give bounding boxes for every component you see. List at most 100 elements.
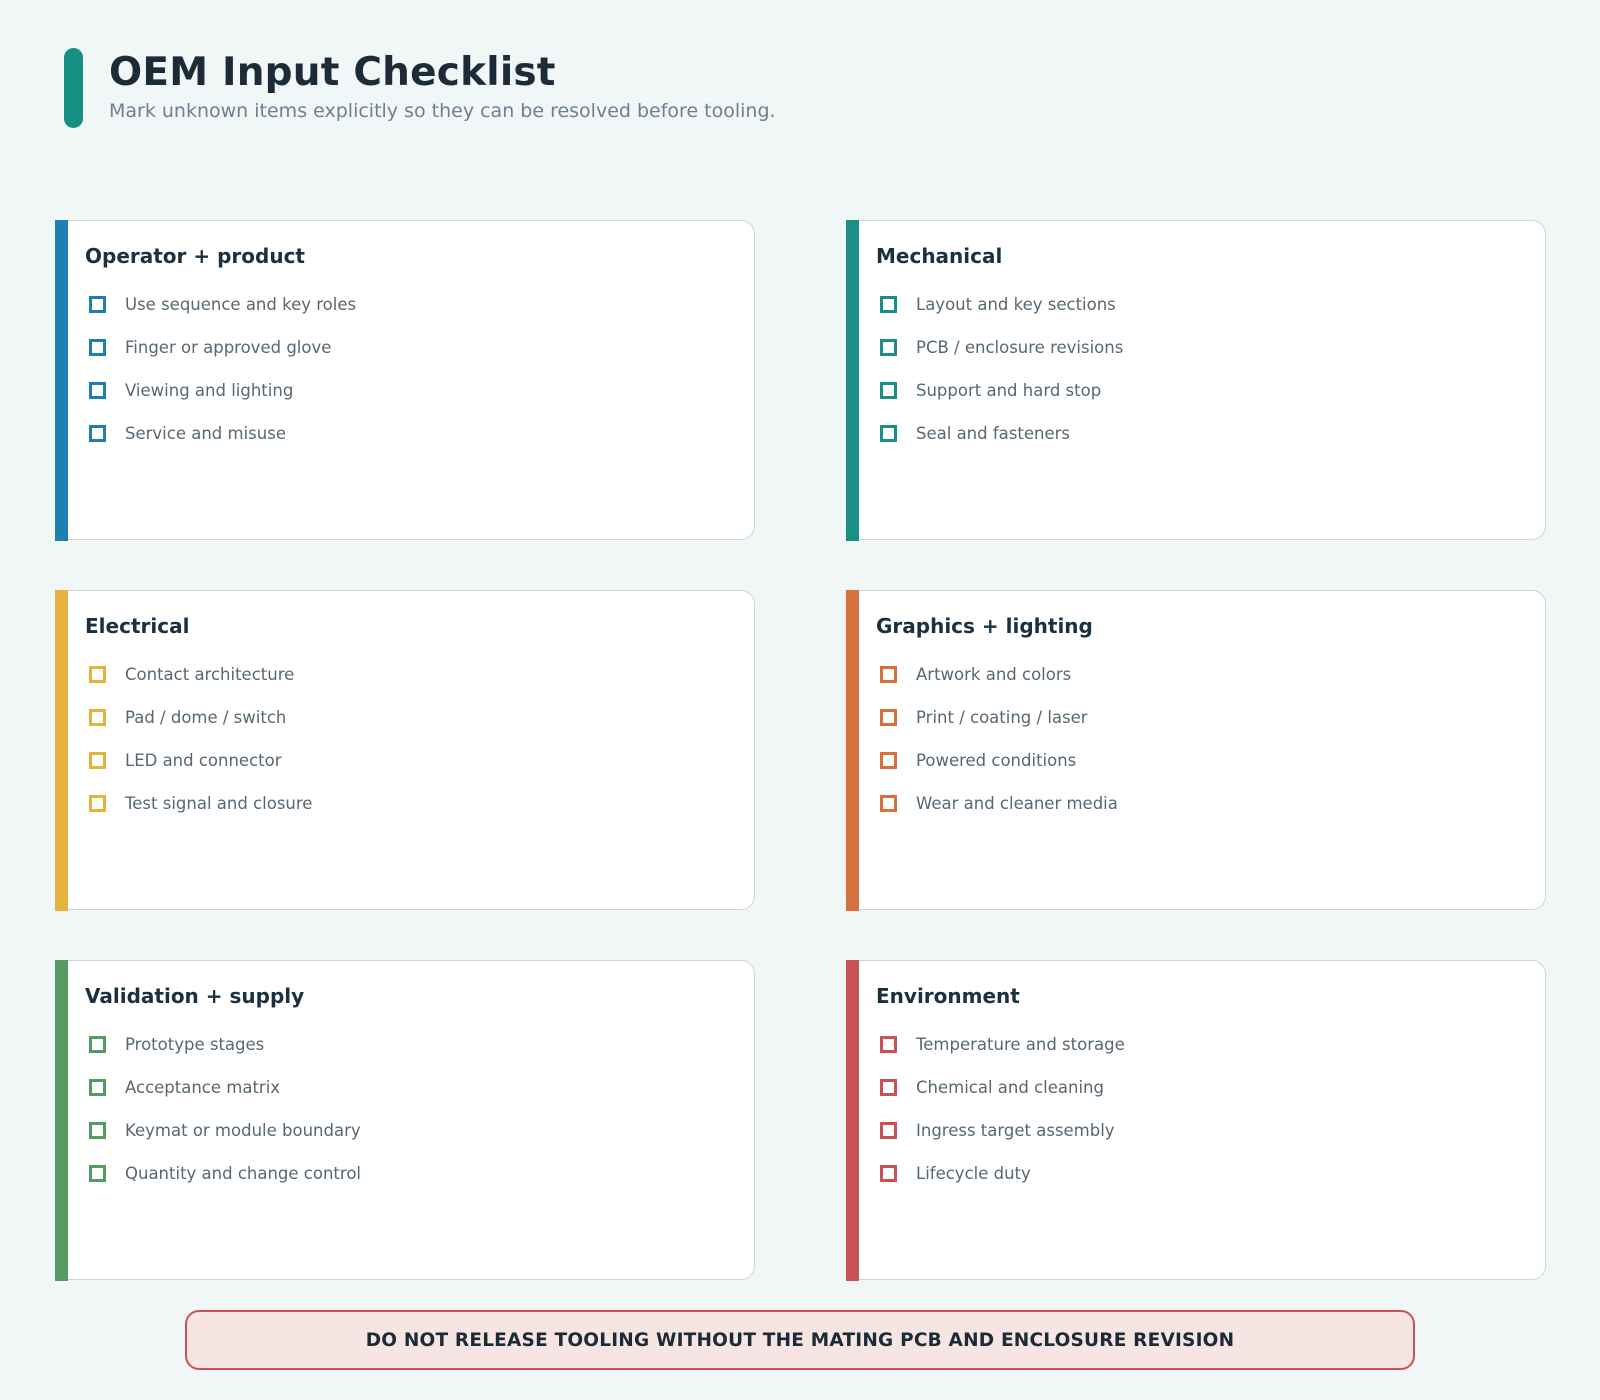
checklist-card-3: Electrical Contact architecture Pad / do… — [55, 589, 755, 911]
checklist-item-label: Chemical and cleaning — [916, 1078, 1104, 1097]
checkbox[interactable] — [89, 339, 106, 356]
checkbox[interactable] — [89, 709, 106, 726]
checkbox[interactable] — [880, 666, 897, 683]
checklist-item-label: Layout and key sections — [916, 295, 1116, 314]
checklist-item-label: Service and misuse — [125, 424, 286, 443]
header-accent-bar — [64, 48, 83, 128]
checklist-item-label: Viewing and lighting — [125, 381, 294, 400]
checkbox[interactable] — [880, 795, 897, 812]
page-header: OEM Input Checklist Mark unknown items e… — [64, 48, 776, 128]
checkbox[interactable] — [89, 666, 106, 683]
checklist-item[interactable]: Viewing and lighting — [85, 369, 754, 412]
checklist-item[interactable]: Finger or approved glove — [85, 326, 754, 369]
checklist-item-label: LED and connector — [125, 751, 282, 770]
checklist-item[interactable]: Test signal and closure — [85, 782, 754, 825]
page-subtitle: Mark unknown items explicitly so they ca… — [109, 100, 776, 122]
warning-banner: DO NOT RELEASE TOOLING WITHOUT THE MATIN… — [185, 1310, 1415, 1370]
card-accent-bar — [846, 219, 859, 541]
checklist-items: Use sequence and key roles Finger or app… — [85, 283, 754, 455]
checkbox[interactable] — [89, 296, 106, 313]
card-title: Operator + product — [85, 244, 305, 268]
checklist-grid: Operator + product Use sequence and key … — [55, 219, 1546, 1281]
checklist-item[interactable]: Pad / dome / switch — [85, 696, 754, 739]
card-accent-bar — [846, 589, 859, 911]
checklist-item-label: Quantity and change control — [125, 1164, 361, 1183]
checklist-item[interactable]: Keymat or module boundary — [85, 1109, 754, 1152]
checklist-item[interactable]: Acceptance matrix — [85, 1066, 754, 1109]
checklist-item[interactable]: Support and hard stop — [876, 369, 1545, 412]
checklist-items: Temperature and storage Chemical and cle… — [876, 1023, 1545, 1195]
card-title: Mechanical — [876, 244, 1003, 268]
checklist-item[interactable]: Service and misuse — [85, 412, 754, 455]
checkbox[interactable] — [89, 425, 106, 442]
checklist-item[interactable]: PCB / enclosure revisions — [876, 326, 1545, 369]
checklist-item[interactable]: Prototype stages — [85, 1023, 754, 1066]
checklist-item-label: Lifecycle duty — [916, 1164, 1031, 1183]
checklist-item-label: Test signal and closure — [125, 794, 313, 813]
checklist-item-label: Wear and cleaner media — [916, 794, 1118, 813]
checklist-item-label: Seal and fasteners — [916, 424, 1070, 443]
warning-text: DO NOT RELEASE TOOLING WITHOUT THE MATIN… — [365, 1329, 1235, 1351]
checklist-item-label: Use sequence and key roles — [125, 295, 357, 314]
checklist-items: Contact architecture Pad / dome / switch… — [85, 653, 754, 825]
card-accent-bar — [55, 959, 68, 1281]
checklist-items: Artwork and colors Print / coating / las… — [876, 653, 1545, 825]
checklist-item[interactable]: Layout and key sections — [876, 283, 1545, 326]
checklist-item-label: PCB / enclosure revisions — [916, 338, 1124, 357]
checkbox[interactable] — [880, 709, 897, 726]
checklist-item-label: Keymat or module boundary — [125, 1121, 361, 1140]
checkbox[interactable] — [880, 382, 897, 399]
checklist-item[interactable]: Ingress target assembly — [876, 1109, 1545, 1152]
checkbox[interactable] — [880, 752, 897, 769]
checklist-item-label: Powered conditions — [916, 751, 1077, 770]
checkbox[interactable] — [880, 1079, 897, 1096]
checklist-item[interactable]: Lifecycle duty — [876, 1152, 1545, 1195]
checkbox[interactable] — [89, 382, 106, 399]
checklist-item[interactable]: Print / coating / laser — [876, 696, 1545, 739]
card-title: Validation + supply — [85, 984, 305, 1008]
checkbox[interactable] — [880, 1036, 897, 1053]
checklist-card-5: Validation + supply Prototype stages Acc… — [55, 959, 755, 1281]
checklist-items: Prototype stages Acceptance matrix Keyma… — [85, 1023, 754, 1195]
checklist-item[interactable]: Powered conditions — [876, 739, 1545, 782]
card-title: Environment — [876, 984, 1020, 1008]
checklist-card-6: Environment Temperature and storage Chem… — [846, 959, 1546, 1281]
checklist-item-label: Temperature and storage — [916, 1035, 1125, 1054]
checklist-item-label: Contact architecture — [125, 665, 295, 684]
page-title: OEM Input Checklist — [109, 50, 556, 95]
checkbox[interactable] — [880, 425, 897, 442]
checklist-item-label: Pad / dome / switch — [125, 708, 287, 727]
checklist-item-label: Finger or approved glove — [125, 338, 332, 357]
card-accent-bar — [55, 589, 68, 911]
checklist-item[interactable]: Wear and cleaner media — [876, 782, 1545, 825]
checklist-item[interactable]: Seal and fasteners — [876, 412, 1545, 455]
checklist-card-2: Mechanical Layout and key sections PCB /… — [846, 219, 1546, 541]
checkbox[interactable] — [880, 1165, 897, 1182]
checkbox[interactable] — [89, 1165, 106, 1182]
card-accent-bar — [846, 959, 859, 1281]
checkbox[interactable] — [89, 1079, 106, 1096]
checklist-item[interactable]: Contact architecture — [85, 653, 754, 696]
checklist-item-label: Artwork and colors — [916, 665, 1072, 684]
checkbox[interactable] — [880, 1122, 897, 1139]
checklist-item[interactable]: Quantity and change control — [85, 1152, 754, 1195]
checklist-item[interactable]: Chemical and cleaning — [876, 1066, 1545, 1109]
checklist-item[interactable]: LED and connector — [85, 739, 754, 782]
card-title: Electrical — [85, 614, 190, 638]
checklist-item-label: Prototype stages — [125, 1035, 265, 1054]
checklist-item-label: Support and hard stop — [916, 381, 1102, 400]
checklist-card-4: Graphics + lighting Artwork and colors P… — [846, 589, 1546, 911]
checkbox[interactable] — [89, 752, 106, 769]
checkbox[interactable] — [89, 795, 106, 812]
checklist-item-label: Print / coating / laser — [916, 708, 1088, 727]
checklist-item-label: Ingress target assembly — [916, 1121, 1115, 1140]
checkbox[interactable] — [880, 339, 897, 356]
checkbox[interactable] — [89, 1036, 106, 1053]
checklist-item[interactable]: Use sequence and key roles — [85, 283, 754, 326]
checklist-item-label: Acceptance matrix — [125, 1078, 281, 1097]
checkbox[interactable] — [89, 1122, 106, 1139]
checklist-item[interactable]: Temperature and storage — [876, 1023, 1545, 1066]
checkbox[interactable] — [880, 296, 897, 313]
checklist-card-1: Operator + product Use sequence and key … — [55, 219, 755, 541]
checklist-item[interactable]: Artwork and colors — [876, 653, 1545, 696]
